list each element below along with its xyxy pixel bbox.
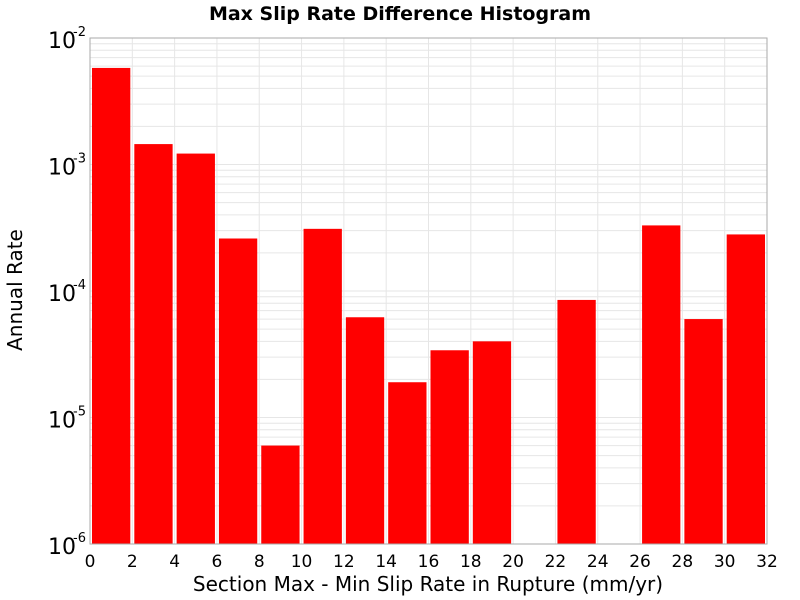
plot-area-frame	[89, 37, 768, 545]
histogram-bar	[472, 341, 512, 544]
y-axis-ticks: 10-610-510-410-310-2	[48, 25, 86, 560]
histogram-bar	[388, 382, 427, 544]
y-tick-label: 10-6	[48, 531, 86, 560]
y-tick-base: 10	[48, 282, 76, 307]
x-tick-label: 14	[375, 552, 397, 572]
y-tick-base: 10	[48, 535, 76, 560]
x-tick-label: 20	[502, 552, 524, 572]
x-tick-label: 16	[418, 552, 440, 572]
y-tick-exponent: -5	[73, 405, 86, 420]
x-axis-label: Section Max - Min Slip Rate in Rupture (…	[193, 572, 663, 596]
histogram-bar	[345, 317, 385, 544]
y-tick-label: 10-2	[48, 25, 86, 54]
y-tick-base: 10	[48, 29, 76, 54]
histogram-bar	[557, 299, 596, 544]
x-tick-label: 6	[212, 552, 223, 572]
x-tick-label: 8	[254, 552, 265, 572]
y-tick-label: 10-5	[48, 405, 86, 434]
x-tick-label: 10	[291, 552, 313, 572]
y-tick-base: 10	[48, 156, 76, 181]
histogram-bar	[261, 445, 300, 544]
x-tick-label: 30	[714, 552, 736, 572]
x-tick-label: 28	[672, 552, 694, 572]
x-tick-label: 22	[545, 552, 567, 572]
x-tick-label: 32	[756, 552, 778, 572]
x-tick-label: 2	[127, 552, 138, 572]
x-tick-label: 24	[587, 552, 609, 572]
histogram-bar	[134, 144, 173, 544]
y-tick-exponent: -6	[73, 531, 86, 546]
x-tick-label: 18	[460, 552, 482, 572]
x-axis-ticks: 0 2 4 6 8 10 12 14 16 18 20 22 24 26 28 30 32	[85, 552, 778, 572]
bars	[92, 67, 765, 545]
x-tick-label: 4	[169, 552, 180, 572]
histogram-bar	[726, 234, 765, 544]
y-tick-exponent: -3	[73, 152, 86, 167]
y-tick-label: 10-3	[48, 152, 86, 181]
y-tick-base: 10	[48, 409, 76, 434]
histogram-bar	[684, 319, 723, 544]
histogram-bar	[642, 225, 681, 544]
x-tick-label: 26	[629, 552, 651, 572]
y-tick-label: 10-4	[48, 278, 86, 307]
histogram-bar	[218, 238, 258, 545]
x-tick-label: 12	[333, 552, 355, 572]
histogram-bar	[303, 228, 342, 544]
histogram-bar	[430, 350, 469, 544]
x-tick-label: 0	[85, 552, 96, 572]
y-axis-label: Annual Rate	[3, 229, 27, 351]
y-tick-exponent: -2	[73, 25, 86, 40]
chart-title: Max Slip Rate Difference Histogram	[209, 3, 591, 25]
y-tick-exponent: -4	[73, 278, 86, 293]
histogram-bar	[176, 153, 215, 544]
histogram-bar	[92, 67, 131, 544]
